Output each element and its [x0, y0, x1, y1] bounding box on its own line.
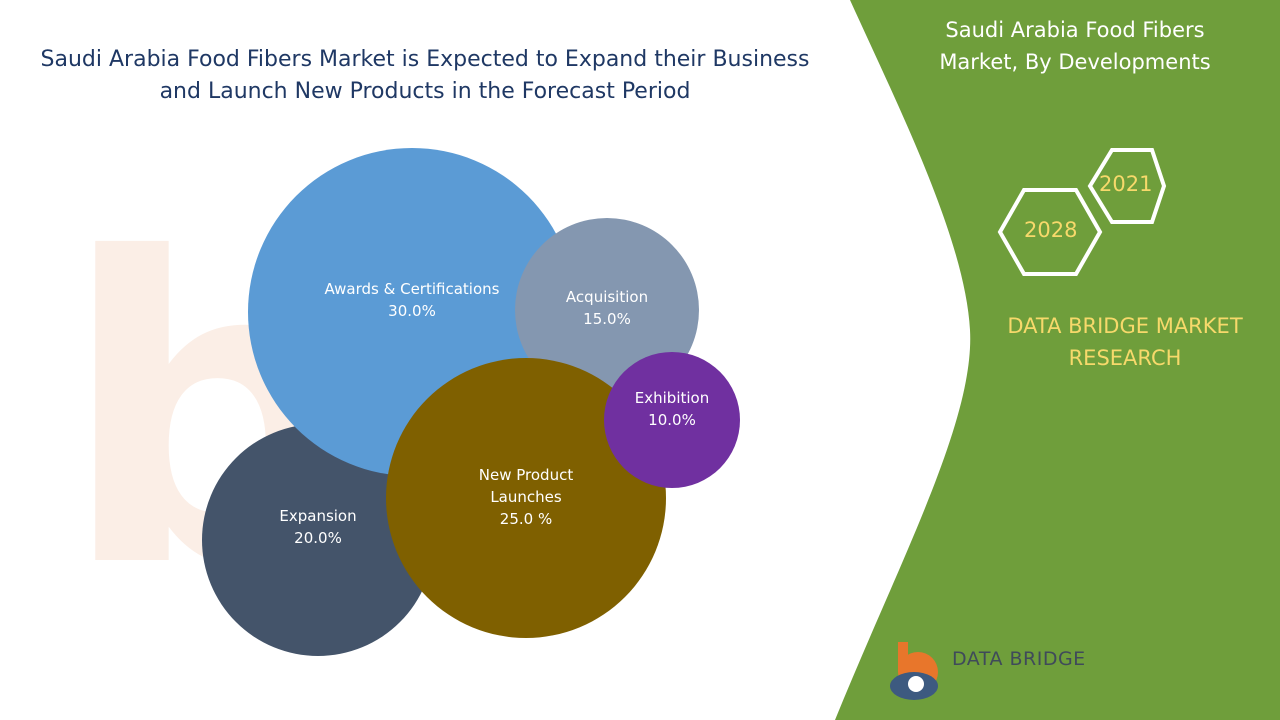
green-panel: [835, 0, 1280, 720]
category-label: Exhibition: [634, 389, 710, 407]
logo-icon: [890, 642, 938, 700]
bubble: [604, 352, 740, 488]
year-label: 2028: [1024, 218, 1078, 242]
bubble-label: Acquisition 15.0%: [512, 286, 702, 330]
panel-title: Saudi Arabia Food Fibers Market, By Deve…: [939, 18, 1211, 74]
category-label: Expansion: [279, 507, 357, 525]
year-label: 2021: [1099, 172, 1153, 196]
logo-text: DATA BRIDGE: [952, 648, 1086, 670]
value-label: 25.0 %: [499, 510, 553, 528]
chart-title: Saudi Arabia Food Fibers Market is Expec…: [40, 47, 810, 104]
value-label: 15.0%: [583, 310, 631, 328]
bubble-label: Expansion 20.0%: [223, 505, 413, 549]
hexagon: [997, 188, 1103, 276]
value-label: 20.0%: [294, 529, 342, 547]
value-label: 10.0%: [648, 411, 696, 429]
brand-name: DATA BRIDGE MARKET RESEARCH: [1007, 314, 1243, 370]
bubble-label: Awards & Certifications 30.0%: [317, 278, 507, 322]
bubble-label: New Product Launches 25.0 %: [431, 464, 621, 530]
bubble-label: Exhibition 10.0%: [577, 387, 767, 431]
category-label: New Product Launches: [478, 466, 574, 506]
hexagon: [1087, 148, 1167, 224]
value-label: 30.0%: [388, 302, 436, 320]
category-label: Acquisition: [565, 288, 649, 306]
category-label: Awards & Certifications: [324, 280, 500, 298]
